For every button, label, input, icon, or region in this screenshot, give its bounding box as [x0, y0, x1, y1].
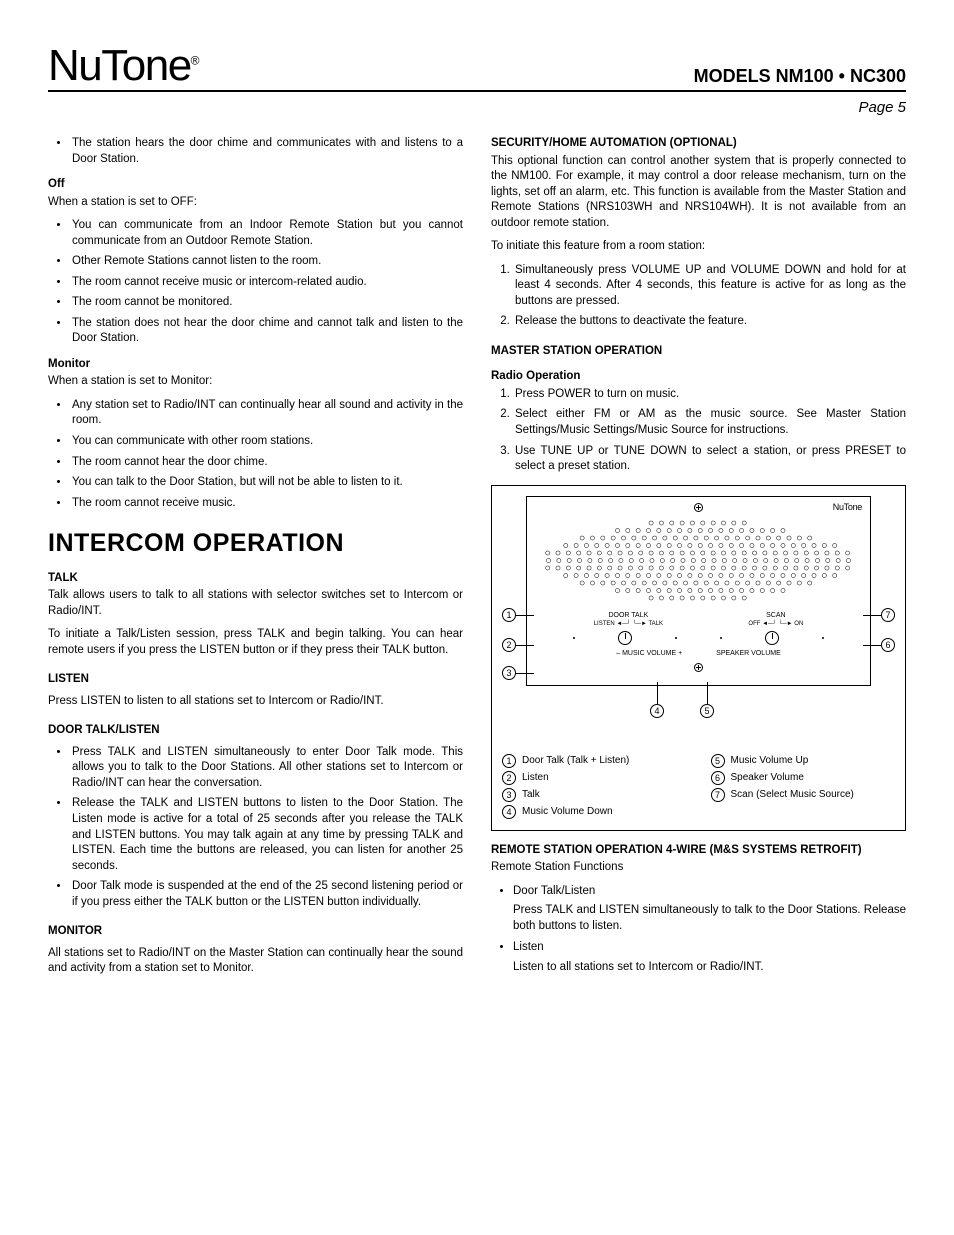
- list-item: Door Talk/Listen Press TALK and LISTEN s…: [513, 884, 906, 935]
- body-text: Press LISTEN to listen to all stations s…: [48, 694, 463, 710]
- talk-heading: TALK: [48, 571, 463, 587]
- monitor2-heading: MONITOR: [48, 924, 463, 940]
- body-text: This optional function can control anoth…: [491, 154, 906, 232]
- door-talk-label: DOOR TALK: [594, 611, 663, 620]
- body-text: To initiate a Talk/Listen session, press…: [48, 627, 463, 658]
- monitor-intro: When a station is set to Monitor:: [48, 374, 463, 390]
- list-item: You can communicate with other room stat…: [70, 434, 463, 450]
- master-heading: MASTER STATION OPERATION: [491, 344, 906, 360]
- left-column: The station hears the door chime and com…: [48, 136, 463, 984]
- list-item: You can communicate from an Indoor Remot…: [70, 218, 463, 249]
- speaker-grill: [533, 517, 864, 607]
- body-text: Talk allows users to talk to all station…: [48, 588, 463, 619]
- list-item: Press TALK and LISTEN simultaneously to …: [70, 745, 463, 792]
- callout-5: 5: [700, 704, 714, 718]
- callout-7: 7: [881, 608, 895, 622]
- list-item: The room cannot receive music or interco…: [70, 275, 463, 291]
- list-item: Release the TALK and LISTEN buttons to l…: [70, 796, 463, 874]
- music-volume-label: – MUSIC VOLUME +: [616, 649, 682, 658]
- speaker-volume-label: SPEAKER VOLUME: [716, 649, 781, 658]
- scan-label: SCAN: [748, 611, 803, 620]
- list-item: Door Talk mode is suspended at the end o…: [70, 879, 463, 910]
- listen-talk-label: LISTEN ◄─┘ └─► TALK: [594, 620, 663, 628]
- list-item: The station hears the door chime and com…: [70, 136, 463, 167]
- callout-4: 4: [650, 704, 664, 718]
- callout-2: 2: [502, 638, 516, 652]
- callout-6: 6: [881, 638, 895, 652]
- panel-outline: NuTone DOOR TALK LISTEN ◄─┘ └─► TALK: [526, 496, 871, 686]
- list-item: The room cannot be monitored.: [70, 295, 463, 311]
- list-item: Release the buttons to deactivate the fe…: [513, 314, 906, 330]
- off-heading: Off: [48, 177, 463, 193]
- intercom-operation-title: INTERCOM OPERATION: [48, 527, 463, 561]
- door-talk-heading: DOOR TALK/LISTEN: [48, 723, 463, 739]
- body-text: To initiate this feature from a room sta…: [491, 239, 906, 255]
- list-item: Other Remote Stations cannot listen to t…: [70, 254, 463, 270]
- radio-op-heading: Radio Operation: [491, 369, 906, 385]
- screw-icon: [694, 663, 703, 672]
- right-column: SECURITY/HOME AUTOMATION (OPTIONAL) This…: [491, 136, 906, 984]
- list-item: The room cannot receive music.: [70, 496, 463, 512]
- list-item: You can talk to the Door Station, but wi…: [70, 475, 463, 491]
- brand-logo: NuTone®: [48, 44, 198, 88]
- list-item: Select either FM or AM as the music sour…: [513, 407, 906, 438]
- models-label: MODELS NM100 • NC300: [694, 64, 906, 88]
- knob-icon: [618, 631, 632, 645]
- security-heading: SECURITY/HOME AUTOMATION (OPTIONAL): [491, 136, 906, 152]
- panel-brand: NuTone: [833, 501, 862, 513]
- callout-3: 3: [502, 666, 516, 680]
- list-item: The station does not hear the door chime…: [70, 316, 463, 347]
- screw-icon: [694, 503, 703, 512]
- list-item: The room cannot hear the door chime.: [70, 455, 463, 471]
- body-text: Remote Station Functions: [491, 860, 906, 876]
- listen-heading: LISTEN: [48, 672, 463, 688]
- list-item: Any station set to Radio/INT can continu…: [70, 398, 463, 429]
- list-item: Simultaneously press VOLUME UP and VOLUM…: [513, 263, 906, 310]
- off-intro: When a station is set to OFF:: [48, 195, 463, 211]
- page-number: Page 5: [48, 98, 906, 118]
- monitor-heading: Monitor: [48, 357, 463, 373]
- list-item: Use TUNE UP or TUNE DOWN to select a sta…: [513, 444, 906, 475]
- knob-icon: [765, 631, 779, 645]
- remote-station-diagram: NuTone DOOR TALK LISTEN ◄─┘ └─► TALK: [491, 485, 906, 831]
- list-item: Listen Listen to all stations set to Int…: [513, 940, 906, 975]
- off-on-label: OFF ◄─┘ └─► ON: [748, 620, 803, 628]
- body-text: All stations set to Radio/INT on the Mas…: [48, 946, 463, 977]
- callout-1: 1: [502, 608, 516, 622]
- list-item: Press POWER to turn on music.: [513, 387, 906, 403]
- diagram-legend: 1Door Talk (Talk + Listen) 2Listen 3Talk…: [502, 754, 895, 822]
- remote-heading: REMOTE STATION OPERATION 4-WIRE (M&S SYS…: [491, 843, 906, 859]
